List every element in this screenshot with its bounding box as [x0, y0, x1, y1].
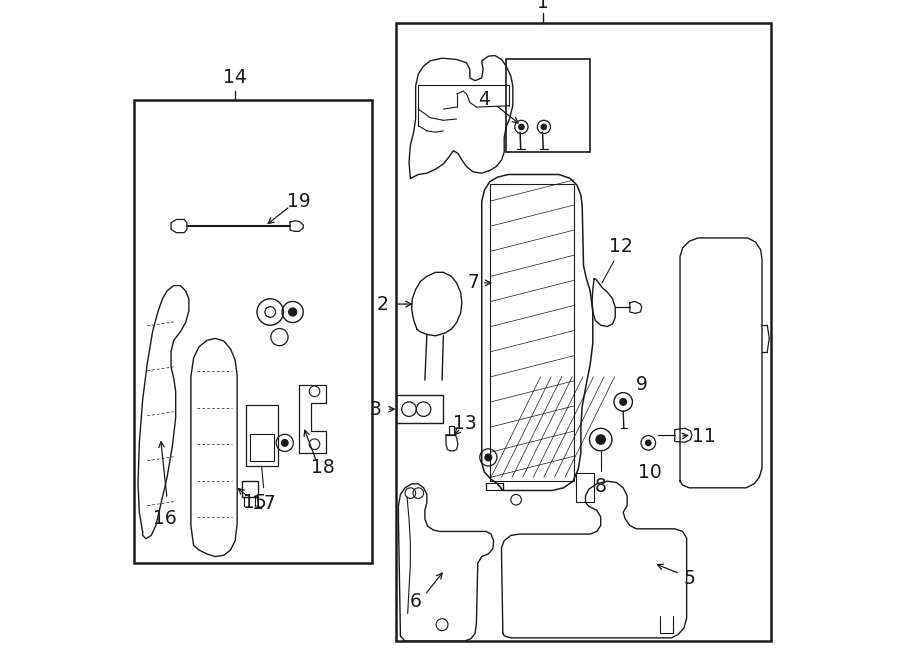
Bar — [490, 184, 574, 481]
Text: 16: 16 — [153, 509, 176, 528]
Circle shape — [289, 308, 297, 316]
Bar — [396, 395, 444, 423]
Text: 18: 18 — [311, 459, 335, 477]
Text: 2: 2 — [376, 295, 389, 313]
Bar — [396, 23, 770, 641]
Text: 1: 1 — [536, 0, 548, 12]
Bar — [576, 473, 594, 502]
Text: 19: 19 — [287, 192, 311, 211]
Bar — [247, 405, 278, 466]
Circle shape — [620, 399, 626, 405]
Text: 7: 7 — [467, 274, 479, 292]
Text: 15: 15 — [243, 493, 267, 512]
Text: 17: 17 — [252, 494, 275, 514]
Text: 6: 6 — [410, 592, 421, 611]
Bar — [506, 59, 590, 152]
Text: 9: 9 — [635, 375, 648, 394]
Text: 14: 14 — [223, 68, 248, 87]
Text: 5: 5 — [683, 569, 695, 588]
Circle shape — [541, 124, 546, 130]
Text: 3: 3 — [370, 400, 382, 418]
Bar — [134, 100, 372, 563]
Circle shape — [485, 454, 491, 461]
Text: 13: 13 — [453, 414, 476, 432]
Text: 4: 4 — [479, 90, 490, 108]
Text: 12: 12 — [608, 237, 633, 256]
Bar — [250, 434, 274, 461]
Circle shape — [282, 440, 288, 446]
Bar — [486, 483, 503, 490]
Text: 8: 8 — [595, 477, 607, 496]
Text: 10: 10 — [638, 463, 662, 482]
Circle shape — [596, 435, 606, 444]
Text: 11: 11 — [692, 427, 716, 446]
Circle shape — [518, 124, 524, 130]
Circle shape — [645, 440, 651, 446]
